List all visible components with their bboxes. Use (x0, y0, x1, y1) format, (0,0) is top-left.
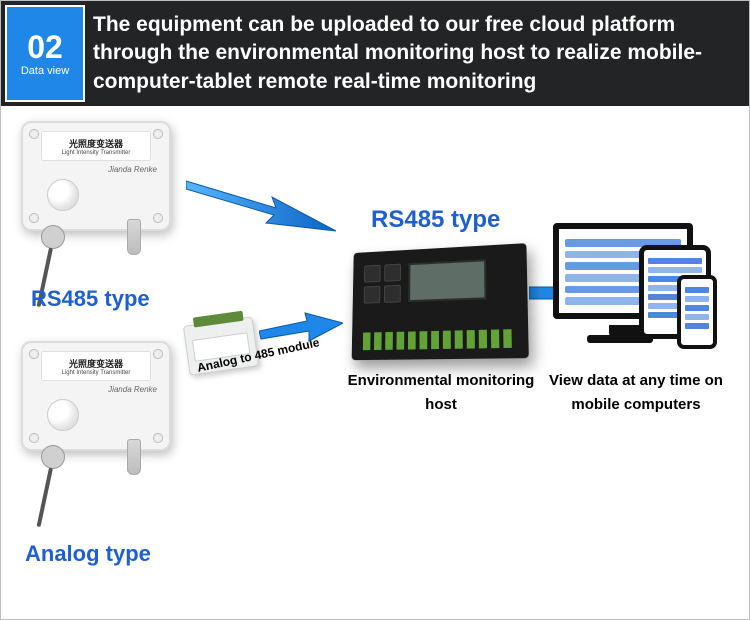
brand-label: Jianda Renke (108, 385, 157, 394)
client-devices (553, 223, 733, 363)
host-screen-icon (408, 259, 486, 302)
nameplate-english: Light Intensity Transmitter (62, 370, 131, 376)
host-buttons-icon (364, 264, 401, 304)
badge-subtitle: Data view (21, 65, 69, 77)
phone-icon (677, 275, 717, 349)
terminal-strip-icon (363, 329, 516, 350)
sensor-nameplate: 光照度变送器 Light Intensity Transmitter (41, 351, 151, 381)
light-sensor-lens-icon (47, 399, 79, 431)
sensor-enclosure: 光照度变送器 Light Intensity Transmitter Jiand… (21, 341, 171, 451)
sensor-enclosure: 光照度变送器 Light Intensity Transmitter Jiand… (21, 121, 171, 231)
sensor2-label: Analog type (25, 541, 151, 567)
probe-icon (127, 219, 141, 255)
cable-gland-icon (41, 225, 65, 249)
environmental-monitoring-host (352, 243, 529, 360)
light-sensor-lens-icon (47, 179, 79, 211)
arrow-module-to-host-icon (259, 309, 343, 349)
host-type-label: RS485 type (371, 206, 500, 234)
nameplate-chinese: 光照度变送器 (69, 357, 123, 370)
arrow-sensor1-to-host-icon (186, 161, 336, 241)
section-badge: 02 Data view (5, 5, 85, 102)
sensor-nameplate: 光照度变送器 Light Intensity Transmitter (41, 131, 151, 161)
brand-label: Jianda Renke (108, 165, 157, 174)
clients-caption: View data at any time on mobile computer… (541, 369, 731, 417)
badge-number: 02 (27, 31, 63, 63)
headline-text: The equipment can be uploaded to our fre… (89, 1, 749, 106)
sensor-rs485: 光照度变送器 Light Intensity Transmitter Jiand… (21, 121, 171, 251)
sensor1-label: RS485 type (31, 286, 150, 312)
infographic-frame: 02 Data view The equipment can be upload… (0, 0, 750, 620)
cable-gland-icon (41, 445, 65, 469)
probe-icon (127, 439, 141, 475)
flow-diagram: 光照度变送器 Light Intensity Transmitter Jiand… (1, 111, 749, 619)
sensor-analog: 光照度变送器 Light Intensity Transmitter Jiand… (21, 341, 171, 471)
header-bar: 02 Data view The equipment can be upload… (1, 1, 749, 106)
nameplate-english: Light Intensity Transmitter (62, 150, 131, 156)
nameplate-chinese: 光照度变送器 (69, 137, 123, 150)
host-caption: Environmental monitoring host (331, 369, 551, 417)
